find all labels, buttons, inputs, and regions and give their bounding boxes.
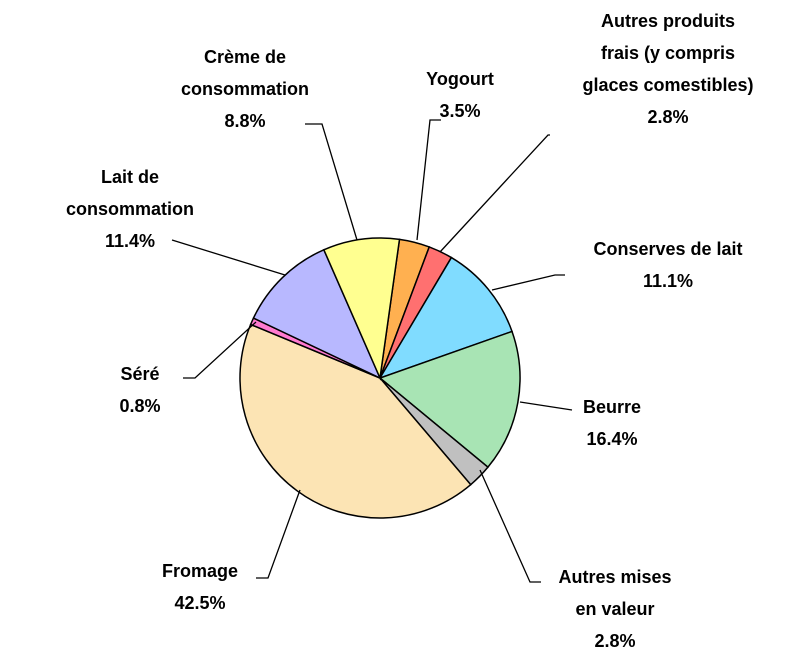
pie-slice — [252, 248, 382, 380]
leader-line — [416, 119, 441, 241]
value-label: 11.1% — [643, 271, 693, 291]
leader-line — [183, 321, 257, 379]
leader-line — [479, 469, 541, 583]
slice-label: Autres mises en valeur — [558, 567, 671, 619]
leader-line — [519, 401, 573, 411]
pie-slice — [378, 256, 513, 380]
slice-label: Fromage — [162, 561, 238, 581]
value-label: 42.5% — [174, 593, 225, 613]
value-label: 11.4% — [105, 231, 155, 251]
value-label: 8.8% — [224, 111, 265, 131]
pie-slice — [239, 323, 472, 519]
slice-label: Conserves de lait — [593, 239, 742, 259]
leader-line — [305, 123, 358, 241]
slice-label: Autres produits frais (y compris glaces co… — [582, 11, 753, 95]
leader-line — [439, 134, 550, 253]
slice-label: Crème de consommation — [181, 47, 309, 99]
value-label: 16.4% — [586, 429, 637, 449]
value-label: 3.5% — [439, 101, 480, 121]
slice-label: Lait de consommation — [66, 167, 194, 219]
leader-line — [491, 274, 565, 291]
leader-line — [171, 239, 286, 276]
pie-slice — [322, 237, 401, 381]
slice-label: Yogourt — [426, 69, 494, 89]
slice-label: Séré — [120, 364, 159, 384]
leader-line — [256, 489, 301, 579]
value-label: 2.8% — [594, 631, 635, 651]
value-label: 0.8% — [119, 396, 160, 416]
slice-label: Beurre — [583, 397, 641, 417]
pie-slice — [378, 330, 521, 469]
value-label: 2.8% — [647, 107, 688, 127]
